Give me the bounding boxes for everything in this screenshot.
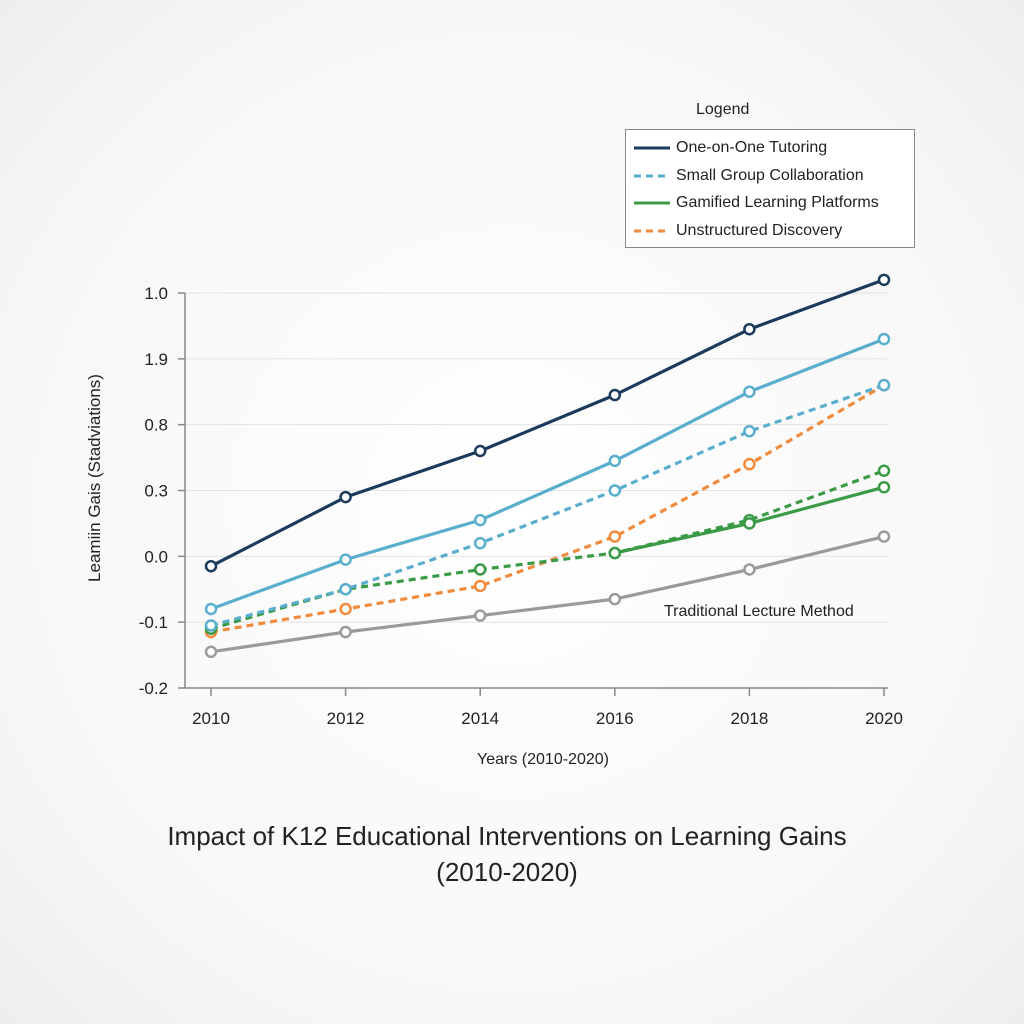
legend: One-on-One Tutoring Small Group Collabor… bbox=[625, 129, 915, 248]
data-point bbox=[608, 592, 622, 606]
legend-item-gamified: Gamified Learning Platforms bbox=[634, 193, 879, 213]
data-point bbox=[743, 563, 756, 576]
y-tick-label: 0.3 bbox=[144, 482, 168, 501]
data-point bbox=[473, 513, 487, 527]
data-point bbox=[473, 536, 487, 550]
data-point bbox=[339, 490, 352, 504]
x-tick-label: 2016 bbox=[596, 709, 634, 728]
series-line-1 bbox=[210, 337, 885, 611]
data-point bbox=[204, 619, 218, 632]
data-point bbox=[877, 464, 891, 477]
data-point bbox=[608, 530, 622, 543]
data-point bbox=[473, 444, 487, 458]
x-tick-label: 2010 bbox=[192, 709, 230, 728]
x-tick-label: 2012 bbox=[327, 709, 365, 728]
data-point bbox=[608, 546, 622, 560]
y-tick-label: -0.1 bbox=[139, 613, 168, 632]
data-point bbox=[608, 484, 622, 497]
data-point bbox=[743, 322, 756, 336]
x-tick-label: 2014 bbox=[461, 709, 499, 728]
data-point bbox=[204, 645, 218, 659]
data-point bbox=[473, 563, 487, 576]
y-axis-label: Leamiin Gais (Stadviations) bbox=[85, 374, 104, 582]
data-point bbox=[877, 273, 891, 287]
data-point bbox=[877, 530, 891, 543]
legend-label: Gamified Learning Platforms bbox=[676, 194, 879, 211]
data-point bbox=[877, 480, 891, 494]
series-line-6 bbox=[210, 535, 885, 654]
legend-label: Unstructured Discovery bbox=[676, 222, 843, 239]
data-point bbox=[473, 609, 487, 622]
data-point bbox=[743, 425, 756, 438]
chart-title: Impact of K12 Educational Interventions … bbox=[0, 818, 1014, 890]
data-point bbox=[339, 602, 352, 616]
data-point bbox=[743, 517, 756, 530]
data-point bbox=[877, 378, 891, 392]
x-tick-label: 2020 bbox=[865, 709, 903, 728]
data-point bbox=[339, 553, 352, 566]
legend-label: One-on-One Tutoring bbox=[676, 139, 828, 156]
chart-title-main: Impact of K12 Educational Interventions … bbox=[167, 821, 847, 851]
data-point bbox=[743, 385, 756, 398]
chart-subtitle: (2010-2020) bbox=[436, 857, 578, 887]
gridlines bbox=[185, 292, 888, 623]
data-point bbox=[877, 332, 891, 346]
y-tick-label: 1.0 bbox=[144, 284, 168, 303]
data-point bbox=[204, 559, 218, 573]
legend-label: Small Group Collaboration bbox=[676, 167, 864, 184]
legend-item-unstructured: Unstructured Discovery bbox=[634, 221, 842, 241]
legend-item-one-on-one: One-on-One Tutoring bbox=[634, 138, 827, 158]
data-point bbox=[743, 457, 756, 471]
annotation-traditional-lecture: Traditional Lecture Method bbox=[664, 603, 854, 620]
y-tick-label: -0.2 bbox=[139, 679, 168, 698]
data-point bbox=[608, 388, 622, 402]
legend-title: Logend bbox=[696, 101, 750, 118]
series-line-5 bbox=[210, 383, 885, 634]
series-line-0 bbox=[210, 278, 885, 568]
x-axis-label: Years (2010-2020) bbox=[477, 751, 609, 768]
y-tick-label: 0.0 bbox=[144, 547, 168, 566]
data-point bbox=[204, 602, 218, 616]
data-point bbox=[608, 454, 622, 468]
legend-item-small-group: Small Group Collaboration bbox=[634, 166, 864, 186]
data-point bbox=[339, 625, 352, 639]
y-tick-label: 1.9 bbox=[144, 350, 168, 369]
data-point bbox=[473, 579, 487, 593]
x-tick-label: 2018 bbox=[730, 709, 768, 728]
series-line-2 bbox=[210, 383, 885, 628]
y-tick-label: 0.8 bbox=[144, 416, 168, 435]
data-point bbox=[339, 583, 352, 596]
